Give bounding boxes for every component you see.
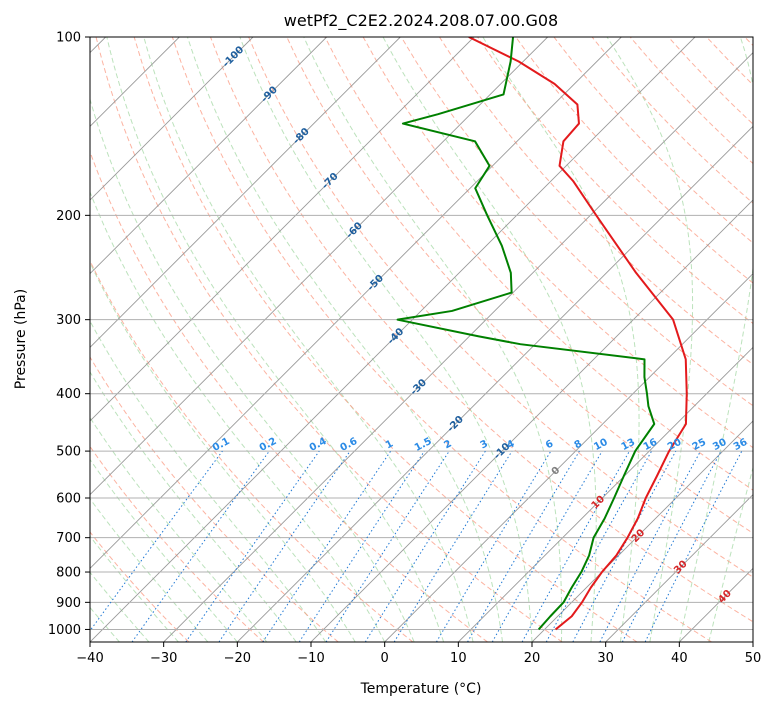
x-axis-label: Temperature (°C) <box>360 681 482 697</box>
x-tick-label: 40 <box>671 651 688 666</box>
x-tick-label: −30 <box>150 651 177 666</box>
y-tick-label: 100 <box>56 31 81 46</box>
y-tick-label: 800 <box>56 566 81 581</box>
x-tick-label: −40 <box>76 651 103 666</box>
y-axis-label: Pressure (hPa) <box>13 289 29 389</box>
y-tick-label: 300 <box>56 313 81 328</box>
chart-title: wetPf2_C2E2.2024.208.07.00.G08 <box>284 11 558 31</box>
x-tick-label: 50 <box>745 651 762 666</box>
x-tick-label: 30 <box>597 651 614 666</box>
y-tick-label: 700 <box>56 531 81 546</box>
y-tick-label: 400 <box>56 387 81 402</box>
x-tick-label: 0 <box>381 651 389 666</box>
y-tick-label: 900 <box>56 596 81 611</box>
y-tick-label: 200 <box>56 209 81 224</box>
x-tick-label: −10 <box>297 651 324 666</box>
x-tick-label: 10 <box>450 651 467 666</box>
x-tick-label: 20 <box>524 651 541 666</box>
y-tick-label: 500 <box>56 445 81 460</box>
y-tick-label: 600 <box>56 492 81 507</box>
x-tick-label: −20 <box>224 651 251 666</box>
y-tick-label: 1000 <box>48 623 81 638</box>
